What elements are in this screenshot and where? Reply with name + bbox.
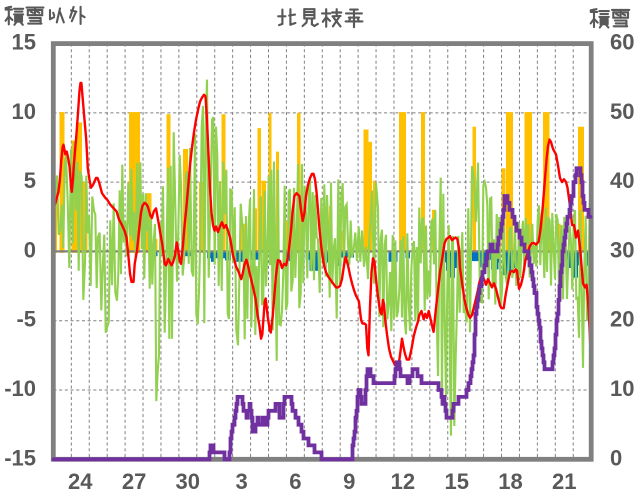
svg-text:30: 30 — [610, 237, 634, 262]
svg-text:-5: -5 — [16, 307, 36, 332]
svg-text:5: 5 — [24, 168, 36, 193]
svg-text:15: 15 — [444, 469, 468, 494]
svg-text:50: 50 — [610, 99, 634, 124]
svg-text:40: 40 — [610, 168, 634, 193]
svg-text:30: 30 — [176, 469, 200, 494]
svg-text:-10: -10 — [4, 376, 36, 401]
svg-text:12: 12 — [391, 469, 415, 494]
svg-text:20: 20 — [610, 307, 634, 332]
svg-text:0: 0 — [610, 445, 622, 470]
svg-text:-15: -15 — [4, 445, 36, 470]
svg-text:9: 9 — [343, 469, 355, 494]
svg-text:21: 21 — [552, 469, 576, 494]
svg-text:15: 15 — [12, 30, 36, 55]
svg-text:24: 24 — [68, 469, 93, 494]
svg-text:0: 0 — [24, 237, 36, 262]
svg-text:6: 6 — [289, 469, 301, 494]
svg-text:60: 60 — [610, 30, 634, 55]
svg-text:10: 10 — [610, 376, 634, 401]
svg-text:18: 18 — [498, 469, 522, 494]
svg-text:10: 10 — [12, 99, 36, 124]
svg-text:3: 3 — [235, 469, 247, 494]
svg-text:27: 27 — [122, 469, 146, 494]
